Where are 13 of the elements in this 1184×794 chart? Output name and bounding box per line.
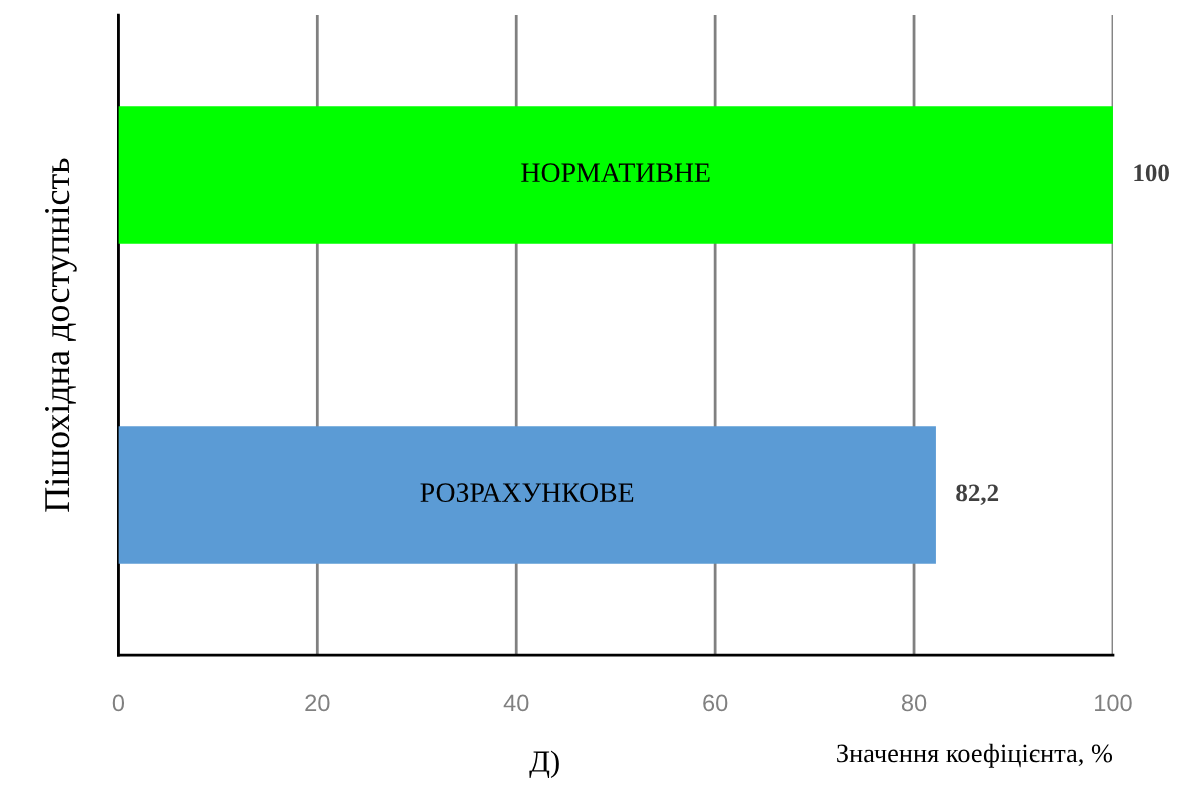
x-axis-title: Значення коефіцієнта, % bbox=[837, 743, 1113, 768]
y-axis-title: Пішохідна доступність bbox=[45, 158, 77, 512]
x-tick-label: 20 bbox=[305, 694, 330, 712]
x-tick-label: 80 bbox=[901, 694, 927, 712]
y-tick-label: НОРМАТИВНЕ bbox=[521, 163, 710, 183]
x-tick-label: 60 bbox=[703, 694, 728, 712]
x-tick-label: 40 bbox=[503, 694, 529, 712]
y-tick-label: РОЗРАХУНКОВЕ bbox=[420, 483, 634, 503]
text: Д) bbox=[529, 750, 559, 779]
x-tick-label: 0 bbox=[112, 694, 125, 712]
data-label: 82,2 bbox=[956, 484, 999, 505]
x-tick-label: 100 bbox=[1095, 694, 1132, 712]
data-label: 100 bbox=[1134, 164, 1169, 182]
